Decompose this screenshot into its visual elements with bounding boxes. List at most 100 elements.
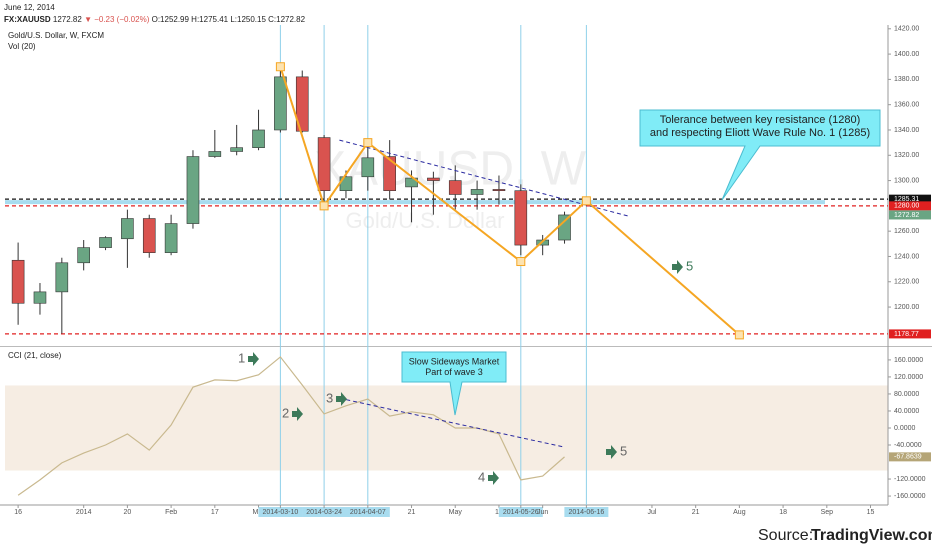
y-tick-label: 160.0000 (894, 357, 923, 364)
candle-body (164, 223, 178, 253)
wave-arrow (336, 392, 347, 406)
cci-title: CCI (21, close) (8, 351, 62, 360)
callout-text: Tolerance between key resistance (1280) (660, 114, 861, 126)
candle-body (295, 76, 309, 132)
wave-label: 5 (620, 443, 627, 458)
y-tick-label: 120.0000 (894, 374, 923, 381)
x-tick-highlight (498, 507, 543, 517)
wave-point (319, 201, 329, 211)
level-tag (889, 201, 931, 211)
wave-label: 5 (686, 258, 693, 273)
wave-arrow (606, 445, 617, 459)
x-tick-label: May (449, 509, 463, 516)
candle-body (11, 259, 25, 304)
wave-label: 2 (282, 405, 289, 420)
x-tick-label: Jul (647, 509, 656, 516)
candle-body (427, 177, 440, 181)
candle-body (383, 156, 396, 191)
candle-body (230, 147, 243, 152)
main-title: Gold/U.S. Dollar, W, FXCM (8, 31, 104, 40)
wave-point (516, 257, 526, 267)
x-tick-label: 16 (14, 509, 22, 516)
last-value-tag (889, 452, 931, 462)
price: 1272.82 (53, 15, 82, 24)
candle-body (361, 157, 375, 178)
level-label: 1285.31 (894, 196, 919, 203)
date: June 12, 2014 (4, 3, 55, 12)
y-tick-label: 1380.00 (894, 76, 919, 83)
candle-body (252, 129, 265, 148)
candle-body (514, 190, 528, 246)
trendline (339, 397, 565, 448)
wave-point (275, 62, 285, 72)
wave-arrow (248, 352, 259, 366)
wave-arrow (292, 407, 303, 421)
wave-point (734, 330, 744, 340)
callout-box (639, 109, 881, 201)
level-tag (889, 194, 931, 204)
x-tick-label: Feb (165, 509, 177, 516)
y-tick-label: 1420.00 (894, 26, 919, 33)
wave-point (363, 138, 373, 148)
candle-body (558, 214, 571, 241)
y-tick-label: 80.0000 (894, 391, 919, 398)
y-tick-label: 1240.00 (894, 253, 919, 260)
candle-body (33, 291, 47, 304)
level-label: 1280.00 (894, 203, 919, 210)
x-tick-highlight (258, 507, 303, 517)
candle-body (186, 156, 200, 224)
candle-body (317, 137, 331, 191)
x-tick-label: 2014-05-26 (503, 509, 539, 516)
x-tick-label: Aug (733, 509, 746, 516)
last-value-label: -67.8639 (894, 454, 922, 461)
x-tick-label: 18 (779, 509, 787, 516)
candle-body (470, 189, 484, 195)
candle-body (77, 247, 90, 264)
callout-text: Part of wave 3 (425, 367, 483, 377)
main-subtitle: Vol (20) (8, 42, 36, 51)
wave-label: 1 (238, 350, 245, 365)
y-tick-label: 1340.00 (894, 127, 919, 134)
candle-body (448, 180, 462, 195)
y-tick-label: 0.0000 (894, 425, 916, 432)
level-label: 1178.77 (894, 331, 919, 338)
x-tick-label: 2014-06-16 (568, 509, 604, 516)
y-tick-label: 1360.00 (894, 102, 919, 109)
candle-body (99, 237, 112, 248)
candle-body (274, 76, 287, 131)
x-tick-highlight (345, 507, 390, 517)
x-tick-label: 20 (123, 509, 131, 516)
candle-body (492, 189, 506, 191)
footer-site: TradingView.com (811, 527, 932, 544)
y-tick-label: 40.0000 (894, 408, 919, 415)
candle-body (142, 218, 156, 253)
x-tick-label: 17 (211, 509, 219, 516)
x-tick-label: 21 (408, 509, 416, 516)
y-tick-label: 1260.00 (894, 228, 919, 235)
footer-label: Source: (758, 527, 813, 544)
y-tick-label: 1320.00 (894, 152, 919, 159)
symbol-line: FX:XAUUSD 1272.82 ▼ −0.23 (−0.02%) O:125… (4, 15, 306, 24)
ohlc: O:1252.99 H:1275.41 L:1250.15 C:1272.82 (152, 15, 306, 24)
x-tick-label: Sep (821, 509, 834, 516)
callout-box (401, 351, 507, 416)
x-tick-label: Jun (537, 509, 548, 516)
y-tick-label: 1400.00 (894, 51, 919, 58)
change: ▼ −0.23 (−0.02%) (84, 15, 150, 24)
level-tag (889, 329, 931, 339)
last-price-tag (889, 210, 931, 220)
callout-text: and respecting Eliott Wave Rule No. 1 (1… (650, 127, 870, 139)
y-tick-label: -40.0000 (894, 442, 922, 449)
x-tick-label: 2014-03-10 (262, 509, 298, 516)
x-tick-label: 2014-03-24 (306, 509, 342, 516)
last-price-label: 1272.82 (894, 212, 919, 219)
x-tick-label: 15 (867, 509, 875, 516)
x-tick-highlight (302, 507, 347, 517)
wave-label: 3 (326, 390, 333, 405)
wave-label: 4 (478, 469, 485, 484)
cci-band (5, 385, 888, 471)
wave-arrow (488, 471, 499, 485)
x-tick-label: 2014-04-07 (350, 509, 386, 516)
